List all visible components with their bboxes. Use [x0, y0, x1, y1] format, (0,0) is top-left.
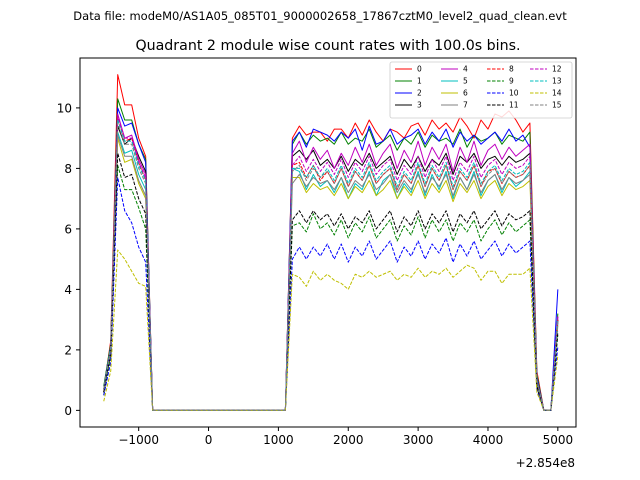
plot-area [80, 58, 576, 427]
legend-frame [389, 61, 573, 119]
legend-label-6: 6 [463, 89, 468, 98]
x-tick-label: 3000 [403, 433, 434, 447]
y-tick-label: 4 [64, 283, 72, 297]
y-tick-label: 6 [64, 222, 72, 236]
y-tick-label: 10 [57, 101, 72, 115]
legend-label-11: 11 [509, 101, 519, 110]
plot-frame [79, 57, 577, 428]
legend-label-8: 8 [509, 65, 514, 74]
legend-label-5: 5 [463, 77, 468, 86]
y-tick-label: 8 [64, 162, 72, 176]
legend-label-15: 15 [552, 101, 562, 110]
legend-label-4: 4 [463, 65, 468, 74]
x-axis: −1000 0 1000 2000 3000 4000 5000 [118, 427, 573, 447]
legend-label-12: 12 [552, 65, 562, 74]
legend-label-7: 7 [463, 101, 468, 110]
legend-label-1: 1 [417, 77, 422, 86]
legend-label-9: 9 [509, 77, 514, 86]
chart-suptitle: Data file: modeM0/AS1A05_085T01_90000026… [73, 9, 567, 23]
y-tick-label: 2 [64, 343, 72, 357]
legend-label-3: 3 [417, 101, 422, 110]
legend-label-13: 13 [552, 77, 562, 86]
series-line-14 [103, 249, 559, 411]
x-tick-label: 2000 [333, 433, 364, 447]
y-axis: 0 2 4 6 8 10 [57, 101, 80, 418]
x-tick-label: 5000 [543, 433, 574, 447]
series-line-15 [103, 122, 559, 411]
legend-label-10: 10 [509, 89, 519, 98]
x-tick-label: 0 [205, 433, 213, 447]
series-layer [103, 74, 559, 411]
x-tick-label: 1000 [263, 433, 294, 447]
legend-label-14: 14 [552, 89, 562, 98]
y-tick-label: 0 [64, 404, 72, 418]
chart-title: Quadrant 2 module wise count rates with … [135, 38, 520, 54]
legend-label-0: 0 [417, 65, 422, 74]
x-offset-label: +2.854e8 [516, 456, 575, 470]
x-tick-label: 4000 [473, 433, 504, 447]
x-tick-label: −1000 [118, 433, 159, 447]
legend-label-2: 2 [417, 89, 422, 98]
